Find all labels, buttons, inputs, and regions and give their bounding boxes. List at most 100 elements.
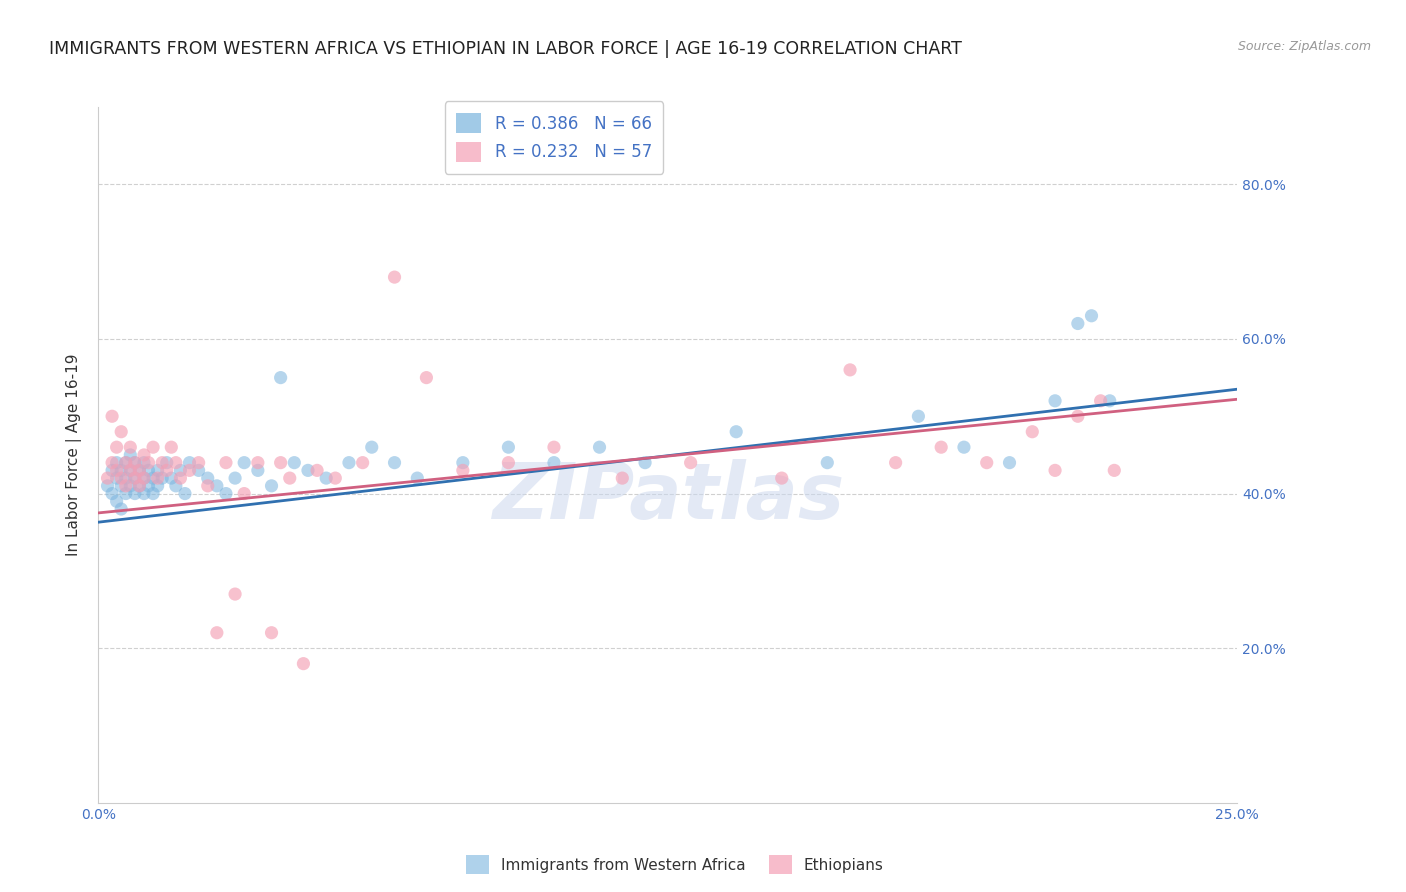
Point [110, 471, 132, 485]
Point [543, 440, 565, 454]
Point [1098, 393, 1121, 408]
Point [160, 440, 183, 454]
Point [138, 463, 160, 477]
Point [179, 456, 201, 470]
Point [120, 448, 142, 462]
Point [406, 471, 429, 485]
Point [360, 440, 382, 454]
Point [197, 479, 219, 493]
Point [146, 471, 169, 485]
Point [323, 471, 346, 485]
Point [197, 471, 219, 485]
Point [543, 456, 565, 470]
Point [352, 456, 374, 470]
Point [101, 486, 124, 500]
Point [165, 456, 187, 470]
Point [283, 456, 305, 470]
Point [124, 471, 146, 485]
Point [105, 440, 128, 454]
Point [1104, 463, 1126, 477]
Point [205, 479, 228, 493]
Point [224, 471, 246, 485]
Point [278, 471, 301, 485]
Point [120, 463, 142, 477]
Point [128, 463, 150, 477]
Point [160, 471, 183, 485]
Point [725, 425, 748, 439]
Point [246, 463, 269, 477]
Point [384, 456, 406, 470]
Point [634, 456, 657, 470]
Point [114, 479, 136, 493]
Point [150, 456, 173, 470]
Point [415, 370, 437, 384]
Point [120, 463, 142, 477]
Point [233, 456, 256, 470]
Point [150, 471, 173, 485]
Point [128, 479, 150, 493]
Point [146, 463, 169, 477]
Point [101, 409, 124, 424]
Point [146, 479, 169, 493]
Point [953, 440, 976, 454]
Point [142, 440, 165, 454]
Text: ZIPatlas: ZIPatlas [492, 458, 844, 534]
Point [169, 463, 191, 477]
Point [498, 440, 520, 454]
Point [120, 440, 142, 454]
Point [1021, 425, 1043, 439]
Point [132, 448, 155, 462]
Point [156, 463, 179, 477]
Point [105, 463, 128, 477]
Point [815, 456, 838, 470]
Point [1043, 463, 1066, 477]
Point [174, 486, 197, 500]
Point [138, 479, 160, 493]
Point [114, 471, 136, 485]
Point [132, 456, 155, 470]
Point [132, 471, 155, 485]
Text: Source: ZipAtlas.com: Source: ZipAtlas.com [1237, 40, 1371, 54]
Point [907, 409, 929, 424]
Point [770, 471, 793, 485]
Point [270, 370, 292, 384]
Point [260, 625, 283, 640]
Point [96, 471, 118, 485]
Point [215, 456, 238, 470]
Point [384, 270, 406, 285]
Point [187, 456, 209, 470]
Point [1067, 317, 1090, 331]
Point [270, 456, 292, 470]
Y-axis label: In Labor Force | Age 16-19: In Labor Force | Age 16-19 [66, 353, 83, 557]
Text: IMMIGRANTS FROM WESTERN AFRICA VS ETHIOPIAN IN LABOR FORCE | AGE 16-19 CORRELATI: IMMIGRANTS FROM WESTERN AFRICA VS ETHIOP… [49, 40, 962, 58]
Point [451, 463, 474, 477]
Point [128, 463, 150, 477]
Point [297, 463, 319, 477]
Point [124, 486, 146, 500]
Point [101, 456, 124, 470]
Point [246, 456, 269, 470]
Point [101, 463, 124, 477]
Point [1080, 309, 1102, 323]
Point [124, 456, 146, 470]
Point [114, 486, 136, 500]
Point [114, 456, 136, 470]
Point [165, 479, 187, 493]
Point [998, 456, 1021, 470]
Point [142, 471, 165, 485]
Point [337, 456, 360, 470]
Point [498, 456, 520, 470]
Point [120, 479, 142, 493]
Point [839, 363, 862, 377]
Point [976, 456, 998, 470]
Point [1090, 393, 1112, 408]
Point [128, 479, 150, 493]
Point [205, 625, 228, 640]
Point [110, 479, 132, 493]
Point [156, 456, 179, 470]
Point [96, 479, 118, 493]
Point [132, 471, 155, 485]
Point [224, 587, 246, 601]
Point [110, 502, 132, 516]
Legend: R = 0.386   N = 66, R = 0.232   N = 57: R = 0.386 N = 66, R = 0.232 N = 57 [444, 102, 664, 174]
